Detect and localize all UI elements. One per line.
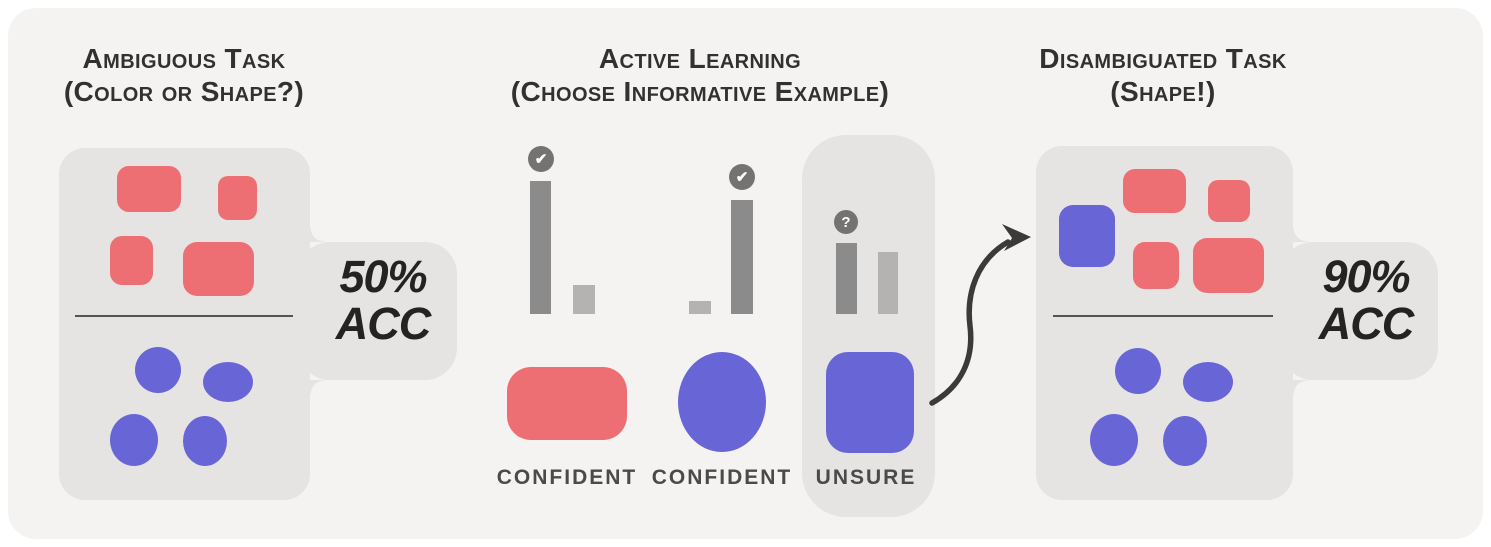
blue-circle [135,347,181,393]
right-tab-fillet-top [1293,228,1307,242]
check-icon: ✔ [528,146,554,172]
right-accuracy-text: 90% ACC [1296,253,1436,347]
blue-circle [1163,416,1207,466]
red-rectangle [117,166,181,212]
red-rectangle [1133,242,1179,289]
left-panel-title: Ambiguous Task (Color or Shape?) [24,42,344,108]
confidence-bar-light [689,301,711,314]
left-tab-fillet-top [310,228,324,242]
confidence-bar-light [573,285,595,314]
middle-panel-title: Active Learning (Choose Informative Exam… [480,42,920,108]
red-rectangle [183,242,254,296]
blue-circle [1115,348,1161,394]
red-rectangle [1208,180,1250,222]
confidence-bar-dark [731,200,753,314]
left-accuracy-text: 50% ACC [313,253,453,347]
confidence-bar-light [878,252,898,314]
middle-title-line1: Active Learning [598,43,802,74]
left-accuracy-value: 50% [339,251,427,302]
left-tab-fillet-bottom [310,380,324,394]
blue-circle [110,414,158,466]
right-title-line2: (Shape!) [1110,76,1216,107]
example-label: CONFIDENT [496,466,638,489]
blue-circle [203,362,253,402]
red-rectangle [110,236,153,285]
confidence-bar-dark [530,181,551,314]
right-accuracy-value: 90% [1322,251,1410,302]
left-accuracy-tab [298,242,457,380]
red-rectangle [218,176,257,220]
question-glyph: ? [841,213,851,231]
left-title-line1: Ambiguous Task [82,43,286,74]
red-rectangle [1123,169,1186,213]
right-tab-fillet-bottom [1293,380,1307,394]
right-title-line1: Disambiguated Task [1039,43,1287,74]
blue-circle [1183,362,1233,402]
left-title-line2: (Color or Shape?) [63,76,305,107]
example-blue-ellipse [678,352,766,452]
unsure-highlight-box [802,135,935,517]
example-label: UNSURE [815,466,917,489]
blue-square [1059,205,1115,267]
confidence-bar-dark [836,243,857,314]
check-glyph: ✔ [534,151,548,168]
left-panel-divider [75,315,293,317]
blue-circle [183,416,227,466]
example-label: CONFIDENT [651,466,793,489]
left-accuracy-label: ACC [335,298,432,349]
check-glyph: ✔ [735,169,749,186]
check-icon: ✔ [729,164,755,190]
example-red-rectangle [507,367,627,440]
blue-circle [1090,414,1138,466]
red-rectangle [1193,238,1264,293]
question-icon: ? [834,210,858,234]
middle-title-line2: (Choose Informative Example) [510,76,890,107]
right-accuracy-tab [1281,242,1438,380]
right-panel-title: Disambiguated Task (Shape!) [1003,42,1323,108]
right-panel-divider [1053,315,1273,317]
right-accuracy-label: ACC [1318,298,1415,349]
example-blue-square [826,352,914,453]
